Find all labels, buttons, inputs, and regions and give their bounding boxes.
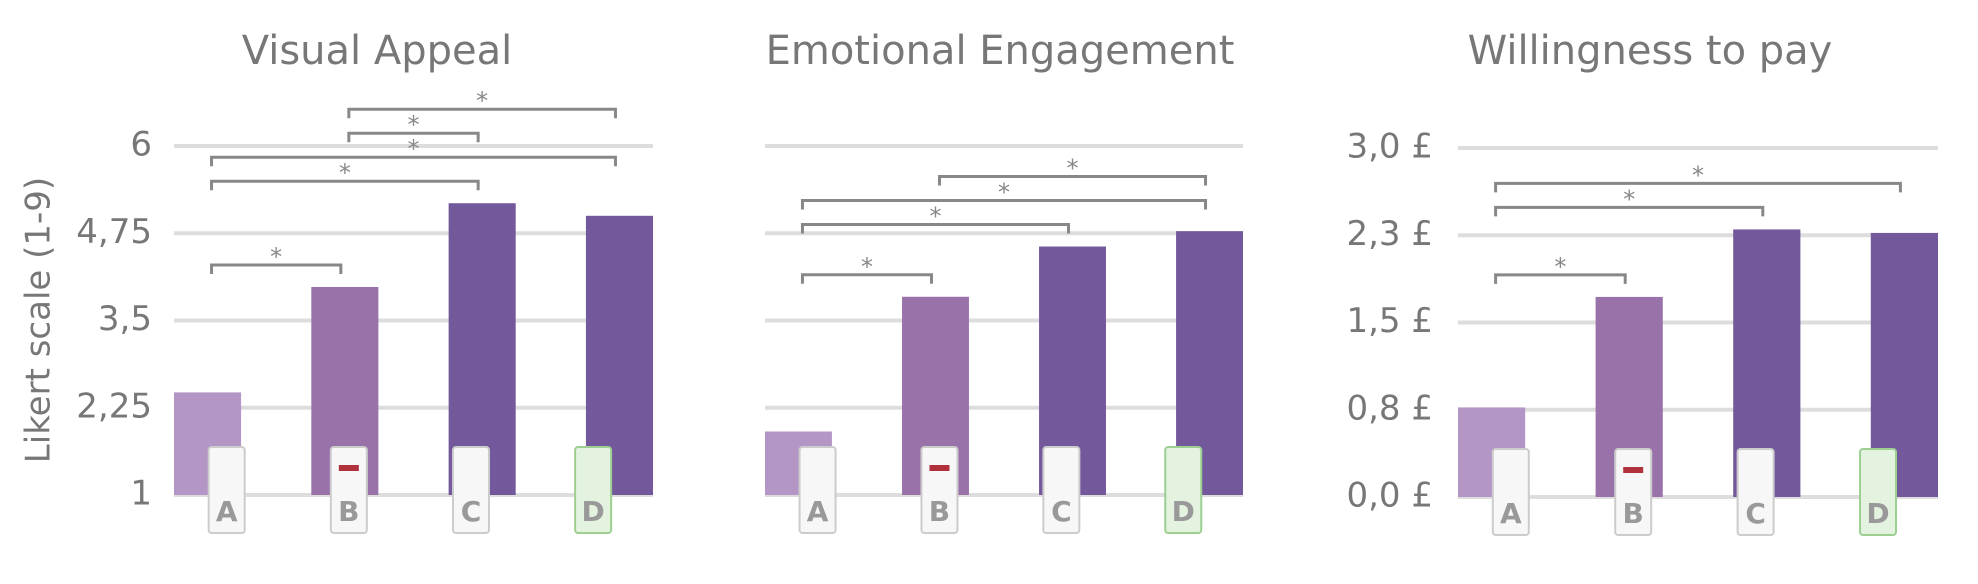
significance-bracket bbox=[210, 155, 617, 167]
category-label: D bbox=[582, 495, 605, 528]
significance-label: * bbox=[861, 253, 873, 281]
category-label: B bbox=[338, 495, 359, 528]
category-label: D bbox=[1172, 495, 1195, 528]
y-axis-label: Likert scale (1-9) bbox=[19, 177, 59, 463]
y-tick-label: 3,0 £ bbox=[1346, 127, 1433, 167]
glass-logo bbox=[1623, 467, 1644, 473]
category-label: B bbox=[929, 495, 950, 528]
category-label: A bbox=[1500, 497, 1522, 530]
glass-logo bbox=[929, 465, 950, 471]
y-tick-label: 0,0 £ bbox=[1346, 476, 1433, 516]
glass bbox=[207, 446, 246, 534]
significance-label: * bbox=[1067, 155, 1079, 183]
category-label: C bbox=[1745, 497, 1766, 530]
chart-title: Emotional Engagement bbox=[766, 28, 1235, 74]
y-tick-label: 3,5 bbox=[98, 299, 152, 339]
category-label: C bbox=[461, 495, 482, 528]
y-tick-label: 4,75 bbox=[76, 212, 152, 252]
significance-label: * bbox=[1623, 185, 1635, 213]
glass-logo bbox=[338, 465, 359, 471]
chart-title: Willingness to pay bbox=[1468, 28, 1833, 74]
glass bbox=[451, 446, 490, 534]
glass bbox=[1491, 448, 1530, 536]
glass bbox=[798, 446, 837, 534]
significance-label: * bbox=[929, 203, 941, 231]
chart-title: Visual Appeal bbox=[242, 28, 513, 74]
significance-bracket bbox=[800, 223, 1071, 234]
significance-label: * bbox=[1554, 253, 1566, 281]
significance-bracket bbox=[800, 199, 1208, 210]
significance-label: * bbox=[1692, 161, 1704, 189]
significance-label: * bbox=[270, 243, 282, 271]
y-tick-label: 2,25 bbox=[76, 386, 152, 426]
category-label: C bbox=[1051, 495, 1072, 528]
category-label: D bbox=[1866, 497, 1889, 530]
glass bbox=[1164, 446, 1203, 534]
significance-label: * bbox=[408, 135, 420, 163]
significance-label: * bbox=[476, 87, 488, 115]
y-tick-label: 6 bbox=[130, 125, 152, 165]
significance-label: * bbox=[408, 111, 420, 139]
significance-bracket bbox=[347, 131, 480, 143]
significance-label: * bbox=[998, 179, 1010, 207]
y-tick-label: 1 bbox=[130, 474, 152, 514]
significance-bracket bbox=[1494, 273, 1627, 284]
significance-bracket bbox=[1494, 205, 1765, 217]
category-label: A bbox=[807, 495, 829, 528]
y-tick-label: 2,3 £ bbox=[1346, 214, 1433, 254]
significance-bracket bbox=[210, 179, 480, 191]
y-tick-label: 0,8 £ bbox=[1346, 388, 1433, 428]
category-label: B bbox=[1623, 497, 1644, 530]
glass bbox=[574, 446, 613, 534]
significance-bracket bbox=[1494, 181, 1902, 193]
significance-bracket bbox=[937, 175, 1208, 186]
significance-bracket bbox=[347, 107, 617, 119]
significance-bracket bbox=[800, 273, 933, 284]
glass bbox=[1042, 446, 1081, 534]
category-label: A bbox=[216, 495, 238, 528]
significance-label: * bbox=[339, 159, 351, 187]
glass bbox=[1736, 448, 1775, 536]
significance-bracket bbox=[210, 263, 343, 274]
glass bbox=[1859, 448, 1897, 536]
y-tick-label: 1,5 £ bbox=[1346, 301, 1433, 341]
